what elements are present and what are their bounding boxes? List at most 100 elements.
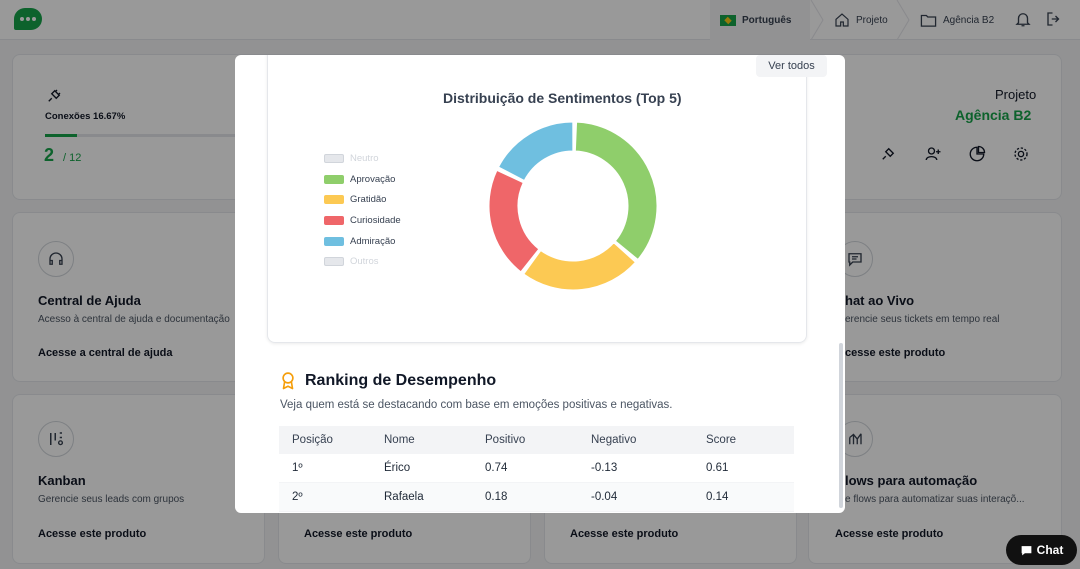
chart-title: Distribuição de Sentimentos (Top 5): [443, 90, 682, 106]
ranking-header: Ranking de Desempenho: [279, 371, 496, 391]
chat-button[interactable]: Chat: [1006, 535, 1077, 565]
product-link[interactable]: Acesse este produto: [835, 528, 944, 540]
product-link[interactable]: Acesse este produto: [570, 528, 679, 540]
table-cell: 0.14: [706, 491, 729, 503]
legend-label: Outros: [350, 256, 379, 267]
table-cell: 1º: [292, 462, 303, 474]
product-card-kanban[interactable]: Kanban Gerencie seus leads com grupos Ac…: [12, 394, 265, 564]
language-label: Português: [742, 14, 792, 26]
legend-item-aprovacao[interactable]: Aprovação: [324, 174, 395, 185]
column-header[interactable]: Positivo: [485, 433, 526, 446]
product-link[interactable]: cesse este produto: [845, 347, 946, 359]
legend-item-admiracao[interactable]: Admiração: [324, 236, 395, 247]
plug-action-icon[interactable]: [879, 145, 897, 163]
project-name: Agência B2: [955, 107, 1032, 123]
award-icon: [282, 372, 294, 390]
language-selector[interactable]: Português: [710, 0, 810, 40]
add-user-icon[interactable]: [924, 145, 942, 163]
donut-slice-aprovação[interactable]: [574, 121, 658, 260]
connections-label: Conexões 16.67%: [45, 111, 126, 122]
product-description: erencie seus tickets em tempo real: [845, 314, 1000, 325]
product-title: Central de Ajuda: [38, 293, 141, 308]
legend-swatch: [324, 216, 344, 225]
column-header[interactable]: Negativo: [591, 433, 637, 446]
breadcrumb-chevron-icon: [896, 0, 910, 40]
app-logo[interactable]: [14, 8, 42, 30]
logout-icon[interactable]: [1045, 10, 1063, 28]
brazil-flag-icon: [720, 14, 736, 26]
product-link[interactable]: Acesse este produto: [304, 528, 413, 540]
connections-count: 2: [44, 145, 55, 165]
chat-bubble-icon: [1021, 545, 1032, 555]
column-header[interactable]: Score: [706, 433, 737, 446]
table-cell: Érico: [384, 462, 411, 474]
table-header-row: Posição Nome Positivo Negativo Score: [279, 426, 794, 454]
legend-item-curiosidade[interactable]: Curiosidade: [324, 215, 401, 226]
donut-slice-gratidão[interactable]: [523, 242, 636, 291]
product-description: e flows para automatizar suas interaçõ..…: [845, 494, 1025, 505]
column-header[interactable]: Posição: [292, 433, 333, 446]
modal-scrollbar[interactable]: [839, 343, 843, 508]
legend-item-neutro[interactable]: Neutro: [324, 153, 379, 164]
legend-label: Gratidão: [350, 194, 387, 205]
connections-total: / 12: [63, 152, 82, 164]
legend-label: Aprovação: [350, 174, 396, 185]
connections-progress-bar: [45, 134, 235, 137]
table-cell: 0.61: [706, 462, 729, 474]
headset-icon: [38, 241, 74, 277]
table-cell: -0.04: [591, 491, 618, 503]
legend-label: Admiração: [350, 236, 396, 247]
product-description: Acesso à central de ajuda e documentação: [38, 314, 230, 325]
product-title: lows para automação: [845, 473, 978, 488]
product-title: hat ao Vivo: [845, 293, 915, 308]
donut-slice-admiração[interactable]: [498, 121, 574, 181]
bell-icon[interactable]: [1014, 10, 1032, 28]
pie-chart-icon[interactable]: [968, 145, 986, 163]
connections-progress-fill: [45, 134, 77, 137]
table-cell: -0.13: [591, 462, 618, 474]
legend-swatch: [324, 154, 344, 163]
chat-button-label: Chat: [1036, 543, 1064, 557]
legend-item-gratidao[interactable]: Gratidão: [324, 194, 386, 205]
breadcrumb-chevron-icon: [810, 0, 824, 40]
gear-icon[interactable]: [1012, 145, 1030, 163]
home-icon: [835, 13, 849, 27]
breadcrumb-agency-label: Agência B2: [943, 14, 995, 26]
view-all-button[interactable]: Ver todos: [756, 55, 827, 77]
table-cell: 0.18: [485, 491, 508, 503]
ranking-title: Ranking de Desempenho: [305, 372, 497, 389]
column-header[interactable]: Nome: [384, 433, 415, 446]
donut-slice-curiosidade[interactable]: [488, 169, 540, 273]
product-link[interactable]: Acesse a central de ajuda: [38, 347, 173, 359]
product-card-live-chat[interactable]: hat ao Vivo erencie seus tickets em temp…: [808, 212, 1062, 382]
sentiment-modal: Ver todos Neutro Aprovação Gratidão Curi…: [235, 55, 845, 513]
table-cell: 0.74: [485, 462, 508, 474]
legend-swatch: [324, 237, 344, 246]
top-navigation-bar: Português Projeto Agência B2: [0, 0, 1080, 40]
breadcrumb-agency[interactable]: Agência B2: [920, 0, 994, 40]
breadcrumb-project-label: Projeto: [856, 14, 888, 26]
folder-icon: [920, 14, 937, 27]
product-title: Kanban: [38, 473, 86, 488]
table-row: 2º Rafaela 0.18 -0.04 0.14: [279, 483, 794, 512]
ranking-card: Ranking de Desempenho Veja quem está se …: [267, 355, 807, 513]
ranking-subtitle: Veja quem está se destacando com base em…: [280, 399, 673, 411]
breadcrumb-project[interactable]: Projeto: [834, 0, 888, 40]
project-label: Projeto: [995, 87, 1037, 102]
kanban-icon: [38, 421, 74, 457]
product-link[interactable]: Acesse este produto: [38, 528, 147, 540]
product-card-help[interactable]: Central de Ajuda Acesso à central de aju…: [12, 212, 265, 382]
legend-swatch: [324, 195, 344, 204]
table-cell: 2º: [292, 491, 303, 503]
legend-item-outros[interactable]: Outros: [324, 256, 379, 267]
sentiment-donut-chart[interactable]: [483, 116, 663, 296]
legend-swatch: [324, 257, 344, 266]
plug-icon: [48, 89, 61, 102]
ranking-table: Posição Nome Positivo Negativo Score 1º …: [279, 426, 794, 512]
legend-label: Neutro: [350, 153, 379, 164]
legend-label: Curiosidade: [350, 215, 401, 226]
sentiment-chart-card: Ver todos Neutro Aprovação Gratidão Curi…: [267, 55, 827, 343]
product-description: Gerencie seus leads com grupos: [38, 494, 185, 505]
table-row: 1º Érico 0.74 -0.13 0.61: [279, 454, 794, 483]
legend-swatch: [324, 175, 344, 184]
